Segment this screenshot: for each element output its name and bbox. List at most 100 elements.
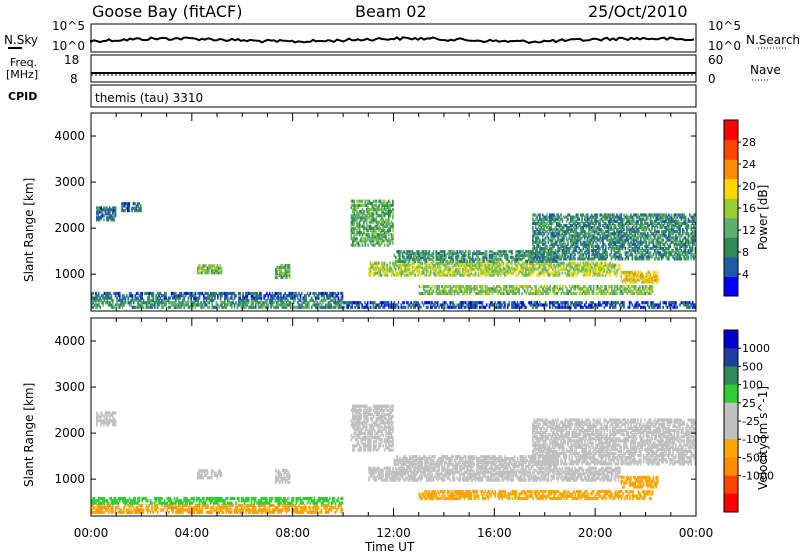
data-cell [656, 244, 659, 248]
data-cell [574, 221, 576, 225]
data-cell [575, 242, 578, 246]
data-cell [257, 294, 260, 298]
data-cell [421, 263, 424, 267]
data-cell [628, 230, 631, 234]
data-cell [456, 259, 459, 263]
data-cell [406, 263, 408, 267]
data-cell [690, 228, 692, 232]
data-cell [610, 251, 613, 255]
data-cell [570, 246, 572, 251]
data-cell [170, 301, 173, 305]
data-cell [659, 240, 662, 244]
data-cell [572, 221, 575, 225]
data-cell [551, 221, 554, 225]
data-cell [208, 305, 211, 309]
data-cell [116, 296, 118, 300]
data-cell [644, 230, 646, 234]
data-cell [530, 257, 533, 261]
data-cell [100, 294, 103, 298]
data-cell [488, 257, 491, 261]
data-cell [386, 265, 389, 269]
data-cell [529, 253, 531, 258]
data-cell [638, 217, 641, 221]
data-cell [593, 236, 596, 240]
data-cell [276, 275, 278, 279]
data-cell [552, 289, 554, 293]
data-cell [210, 266, 213, 270]
data-cell [533, 267, 536, 271]
data-cell [636, 289, 638, 293]
data-cell [520, 257, 523, 261]
data-cell [680, 213, 683, 217]
data-cell [499, 250, 502, 254]
data-cell [451, 291, 453, 296]
data-cell [544, 250, 547, 254]
data-cell [581, 228, 583, 232]
data-cell [414, 259, 417, 263]
data-cell [382, 239, 384, 243]
data-cell [452, 250, 454, 254]
data-cell [400, 250, 403, 254]
data-cell [372, 210, 375, 214]
data-cell [686, 240, 688, 244]
data-cell [523, 273, 526, 277]
data-cell [543, 221, 545, 225]
data-cell [414, 273, 417, 277]
data-cell [463, 287, 466, 291]
data-cell [595, 261, 597, 265]
data-cell [350, 214, 353, 218]
data-cell [329, 296, 331, 300]
data-cell [609, 263, 611, 267]
data-cell [415, 257, 418, 261]
data-cell [453, 273, 456, 277]
data-cell [679, 221, 681, 225]
data-cell [385, 224, 387, 228]
data-cell [385, 220, 387, 224]
data-cell [410, 253, 412, 258]
data-cell [556, 234, 558, 238]
data-cell [631, 253, 634, 257]
data-cell [471, 255, 474, 259]
data-cell [556, 259, 558, 263]
data-cell [627, 285, 630, 289]
data-cell [679, 246, 681, 251]
data-cell [319, 291, 321, 296]
data-cell [330, 303, 333, 307]
data-cell [656, 240, 659, 244]
data-cell [547, 269, 550, 273]
data-cell [462, 257, 464, 261]
data-cell [358, 226, 361, 230]
data-cell [397, 273, 400, 277]
data-cell [612, 265, 614, 269]
data-cell [637, 215, 639, 219]
data-cell [201, 291, 204, 296]
data-cell [600, 255, 603, 259]
data-cell [220, 268, 223, 273]
data-cell [610, 240, 613, 244]
data-cell [520, 265, 523, 269]
data-cell [148, 301, 150, 305]
data-cell [632, 289, 634, 293]
data-cell [677, 213, 680, 217]
data-cell [581, 219, 583, 223]
data-cell [627, 219, 629, 223]
data-cell [554, 251, 557, 255]
data-cell [449, 289, 452, 293]
data-cell [357, 243, 360, 247]
data-cell [617, 257, 620, 261]
data-cell [595, 219, 597, 223]
data-cell [424, 265, 426, 269]
data-cell [203, 264, 206, 268]
data-cell [203, 298, 205, 302]
data-cell [368, 216, 371, 220]
data-cell [534, 253, 537, 257]
data-cell [198, 264, 200, 268]
data-cell [577, 238, 579, 242]
data-cell [254, 303, 257, 307]
data-cell [607, 232, 610, 236]
data-cell [284, 296, 286, 300]
data-cell [420, 273, 422, 277]
data-cell [196, 303, 198, 307]
data-cell [449, 250, 452, 254]
data-cell [672, 255, 674, 259]
